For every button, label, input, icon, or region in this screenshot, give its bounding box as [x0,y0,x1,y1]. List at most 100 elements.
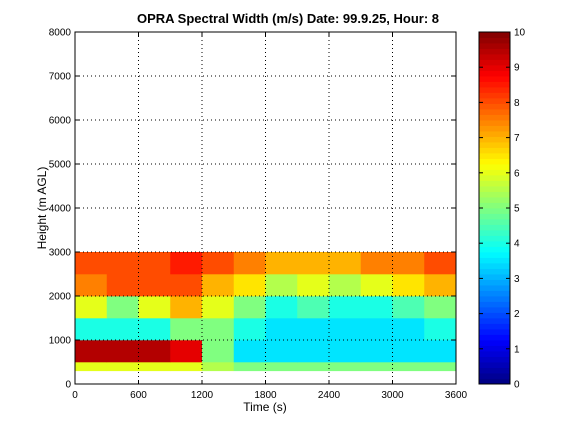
colorbar-segment [479,180,510,187]
y-tick-label: 8000 [49,28,72,39]
x-axis-label: Time (s) [243,400,287,414]
chart-title: OPRA Spectral Width (m/s) Date: 99.9.25,… [137,11,439,26]
x-tick-label: 1200 [191,390,214,401]
colorbar-tick-label: 9 [514,63,520,74]
colorbar-segment [479,59,510,66]
colorbar-segment [479,235,510,242]
heatmap-cell [106,340,139,363]
heatmap-cell [75,362,108,372]
heatmap-cell [265,318,298,341]
colorbar-segment [479,307,510,313]
x-tick-label: 0 [72,390,78,401]
colorbar-segment [479,136,510,143]
heatmap-cell [392,362,425,372]
heatmap-cell [297,252,330,275]
heatmap-cell [106,362,139,372]
colorbar-segment [479,318,510,324]
colorbar-segment [479,241,510,247]
y-tick-label: 3000 [49,248,72,259]
colorbar-segment [479,224,510,231]
x-tick-label: 3000 [381,390,404,401]
colorbar-tick-label: 1 [514,344,520,355]
colorbar-segment [479,98,510,104]
heatmap-cell [138,296,171,319]
heatmap-cell [138,318,171,341]
heatmap-cell [233,274,266,297]
heatmap-cell [265,274,298,297]
colorbar-tick-label: 2 [514,309,520,320]
colorbar-segment [479,191,510,198]
heatmap-cell [392,318,425,341]
colorbar-segment [479,334,510,341]
heatmap-cell [265,340,298,363]
y-tick-label: 5000 [49,160,72,171]
colorbar-segment [479,312,510,319]
heatmap-cell [329,252,362,275]
heatmap-cell [233,340,266,363]
heatmap-cell [392,274,425,297]
heatmap-cell [329,340,362,363]
colorbar-segment [479,81,510,88]
heatmap-cell [297,296,330,319]
heatmap-cell [360,318,393,341]
heatmap-cell [202,318,235,341]
heatmap-cell [106,318,139,341]
heatmap-cell [392,296,425,319]
heatmap-cell [392,340,425,363]
heatmap-cell [265,362,298,372]
heatmap-cell [75,318,108,341]
colorbar-segment [479,296,510,302]
heatmap-cell [360,274,393,297]
y-tick-label: 0 [65,380,71,391]
colorbar-segment [479,125,510,132]
colorbar-segment [479,351,510,357]
heatmap-cell [360,252,393,275]
colorbar-segment [479,147,510,154]
heatmap-cell [202,340,235,363]
heatmap-cell [329,274,362,297]
colorbar-segment [479,208,510,214]
colorbar-segment [479,164,510,170]
colorbar-segment [479,175,510,181]
colorbar-segment [479,285,510,291]
heatmap-cell [138,274,171,297]
colorbar-tick-label: 7 [514,133,520,144]
colorbar-tick-label: 0 [514,380,520,391]
colorbar-segment [479,169,510,176]
heatmap-cell [424,362,457,372]
colorbar-tick-label: 10 [514,28,526,39]
heatmap-cell [106,274,139,297]
colorbar-segment [479,37,510,44]
colorbar-segment [479,120,510,126]
colorbar-segment [479,367,510,374]
heatmap-cell [233,296,266,319]
heatmap-cell [360,362,393,372]
heatmap-cell [297,274,330,297]
colorbar-segment [479,76,510,82]
colorbar: 0 1 2 3 4 5 6 7 8 9 10 [478,28,526,391]
heatmap-cell [360,340,393,363]
heatmap-cell [106,252,139,275]
heatmap-cell [138,340,171,363]
colorbar-segment [479,213,510,220]
colorbar-segment [479,186,510,192]
x-axis: 0 600 1200 1800 2400 3000 3600 [72,32,468,401]
heatmap-cell [75,274,108,297]
heatmap-cell [75,340,108,363]
heatmap-cell [329,362,362,372]
heatmap-cell [392,252,425,275]
colorbar-tick-label: 5 [514,204,520,215]
heatmap-cell [170,296,203,319]
colorbar-segment [479,378,510,385]
heatmap-cell [233,362,266,372]
colorbar-segment [479,32,510,38]
colorbar-segment [479,219,510,225]
colorbar-segment [479,92,510,99]
heatmap-cell [424,340,457,363]
heatmap-cell [138,252,171,275]
colorbar-segment [479,202,510,209]
x-tick-label: 1800 [254,390,277,401]
heatmap-cell [170,252,203,275]
colorbar-segment [479,329,510,335]
